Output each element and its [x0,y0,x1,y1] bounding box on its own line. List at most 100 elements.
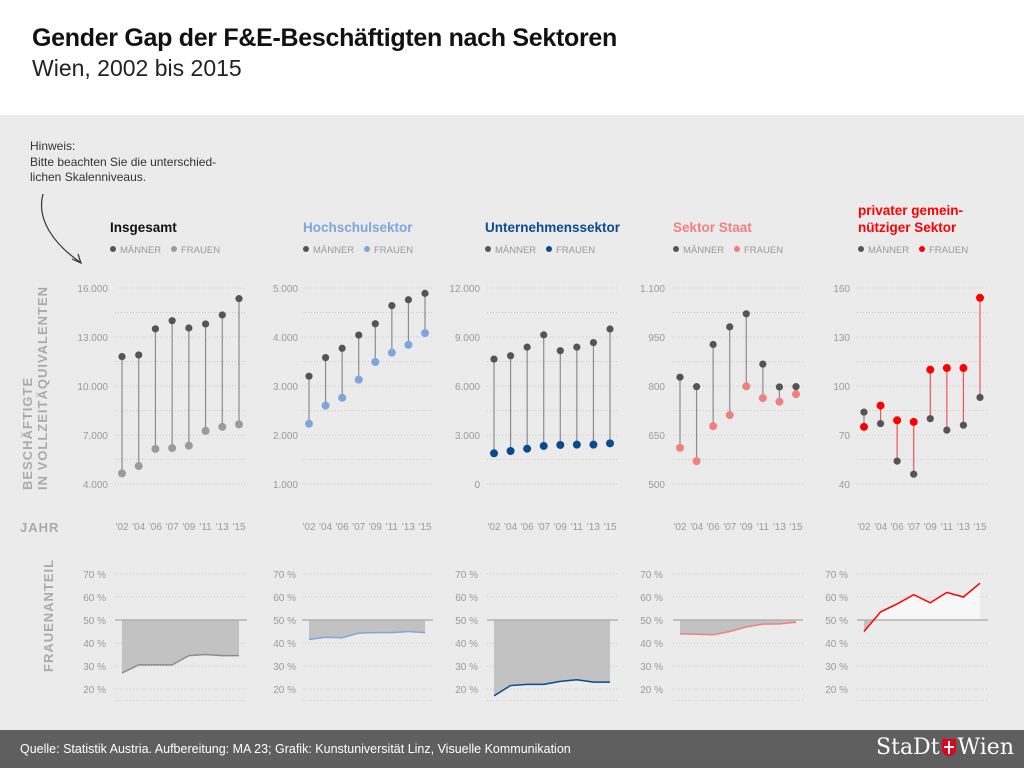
y-tick-label: 40 [839,480,851,491]
x-tick-label: '04 [504,522,517,533]
women-point [201,426,210,435]
x-tick-label: '02 [487,522,500,533]
men-point [556,347,564,355]
share-area-below [680,620,796,635]
men-point [355,331,363,339]
women-point [218,422,227,431]
share-tick-label: 60 % [825,593,848,604]
men-point [135,351,143,359]
women-point [758,394,767,403]
x-tick-label: '15 [973,522,986,533]
legend-men-label: MÄNNER [495,245,536,256]
share-tick-label: 50 % [273,616,296,627]
share-tick-label: 70 % [455,570,478,581]
share-tick-label: 40 % [83,639,106,650]
y-tick-label: 10.000 [77,382,108,393]
x-tick-label: '07 [537,522,550,533]
men-point [118,353,126,361]
share-tick-label: 50 % [455,616,478,627]
share-tick-label: 20 % [640,685,663,696]
x-tick-label: '04 [132,522,145,533]
men-point [151,325,160,333]
x-tick-label: '15 [232,522,245,533]
share-tick-label: 40 % [825,639,848,650]
x-tick-label: '09 [924,522,937,533]
men-point [235,295,243,303]
page-title: Gender Gap der F&E-Beschäftigten nach Se… [32,24,617,52]
legend-men-label: MÄNNER [120,245,161,256]
share-tick-label: 50 % [825,616,848,627]
legend-men-marker [485,246,491,252]
share-tick-label: 20 % [825,685,848,696]
x-tick-label: '07 [166,522,179,533]
women-point [792,390,800,399]
men-point [876,419,885,428]
x-tick-label: '11 [571,522,584,533]
women-point [404,340,413,349]
men-point [976,393,984,402]
share-tick-label: 40 % [455,639,478,650]
share-line [308,630,426,641]
note-label: Hinweis: [30,139,75,153]
men-point [926,415,934,423]
share-tick-label: 60 % [640,593,663,604]
x-tick-label: '04 [319,522,332,533]
legend-women-marker [364,246,370,252]
y-tick-label: 0 [474,480,480,491]
men-point [606,325,614,333]
x-tick-label: '06 [521,522,534,533]
year-axis-label: JAHR [20,520,59,535]
men-point [893,457,901,465]
share-tick-label: 50 % [640,616,663,627]
share-line [863,582,981,632]
x-tick-label: '09 [369,522,382,533]
x-tick-label: '07 [352,522,365,533]
y-tick-label: 3.000 [455,431,480,442]
x-tick-label: '06 [707,522,720,533]
men-point [792,383,800,391]
x-tick-label: '15 [789,522,802,533]
y-tick-label: 7.000 [83,431,108,442]
panel-title: Hochschulsektor [303,220,413,235]
x-tick-label: '04 [874,522,887,533]
y-axis-label: IN VOLLZEITÄQUIVALENTEN [35,286,50,490]
x-tick-label: '11 [199,522,212,533]
source-note: Quelle: Statistik Austria. Aufbereitung:… [20,742,571,756]
women-point [321,401,330,410]
women-point [168,444,177,453]
panel-title: privater gemein- [858,203,963,218]
legend-men-marker [858,246,864,252]
men-point [201,320,210,328]
women-point [371,357,380,366]
y-tick-label: 3.000 [273,382,298,393]
men-point [404,296,413,304]
x-tick-label: '02 [673,522,686,533]
arrow-icon [41,193,81,263]
y-tick-label: 9.000 [455,333,480,344]
panel-title: nütziger Sektor [858,220,957,235]
x-tick-label: '11 [386,522,399,533]
women-point [134,462,143,471]
women-point [421,329,429,338]
legend-women-label: FRAUEN [374,245,413,256]
share-tick-label: 30 % [273,662,296,673]
share-tick-label: 50 % [83,616,106,627]
x-tick-label: '06 [336,522,349,533]
x-tick-label: '09 [182,522,195,533]
x-tick-label: '02 [302,522,315,533]
legend-men-label: MÄNNER [683,245,724,256]
legend-women-marker [546,246,552,252]
share-axis-label: FRAUENANTEIL [41,559,56,672]
panel-title: Unternehmenssektor [485,220,621,235]
men-point [860,408,868,416]
men-point [910,470,918,478]
men-point [676,373,684,381]
share-tick-label: 70 % [640,570,663,581]
x-tick-label: '13 [216,522,229,533]
legend-men-marker [303,246,309,252]
men-point [775,383,784,391]
y-tick-label: 950 [648,333,665,344]
women-point [876,401,885,410]
share-area-above [864,583,980,620]
y-tick-label: 2.000 [273,431,298,442]
